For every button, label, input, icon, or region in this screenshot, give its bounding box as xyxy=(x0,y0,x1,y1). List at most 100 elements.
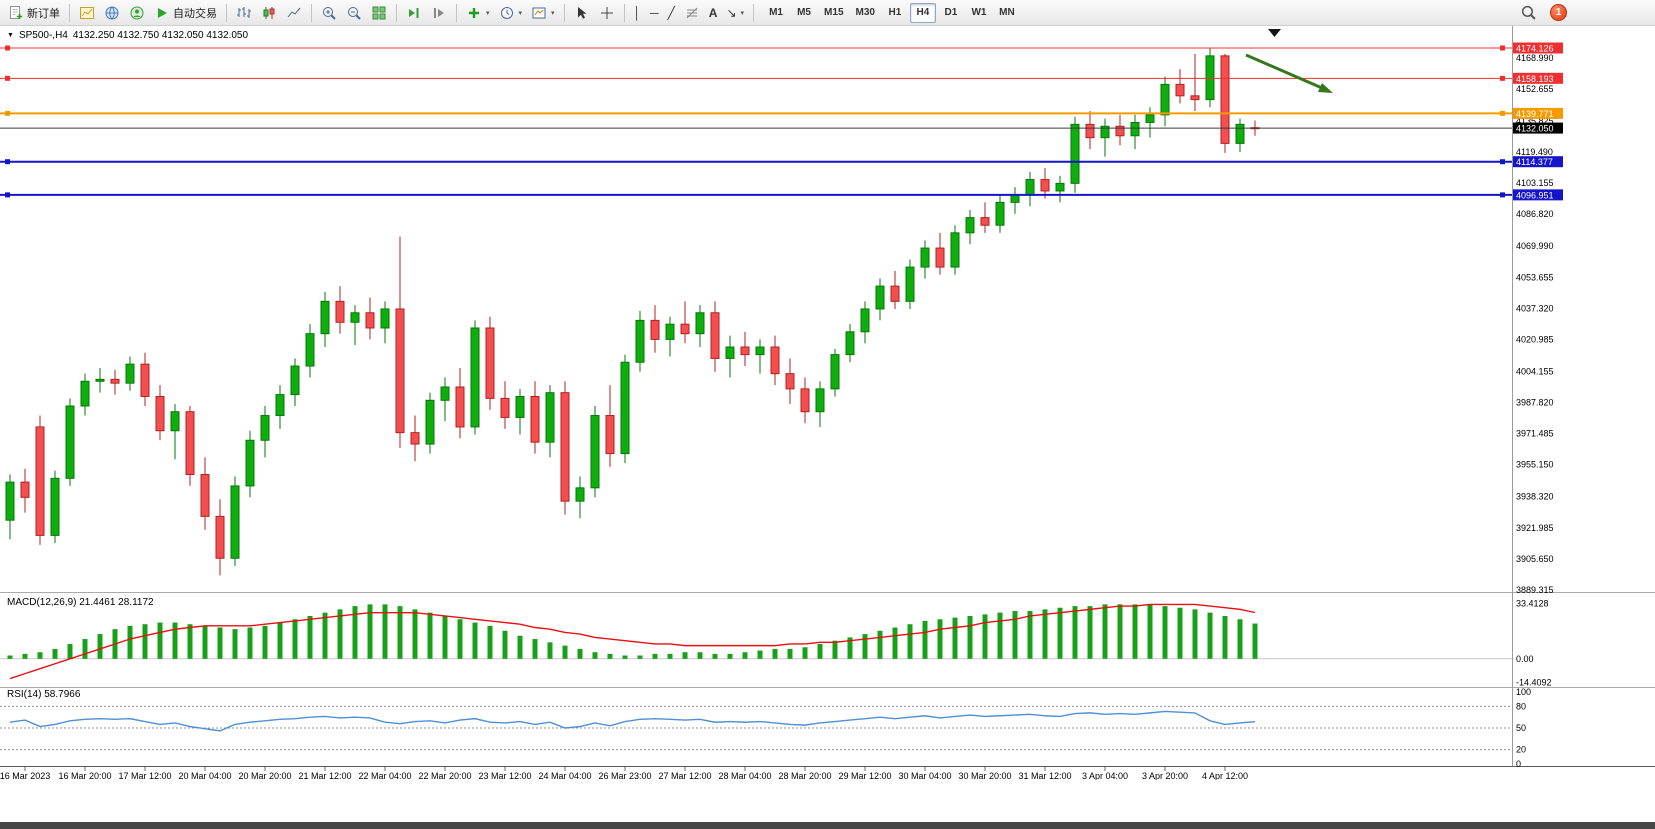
notification-badge[interactable]: 1 xyxy=(1550,4,1567,21)
svg-text:3938.320: 3938.320 xyxy=(1516,492,1554,502)
market-overview-button[interactable] xyxy=(100,2,124,24)
bar-chart-button[interactable] xyxy=(232,2,256,24)
community-button[interactable] xyxy=(125,2,149,24)
candlestick-series xyxy=(5,47,1260,576)
svg-text:27 Mar 12:00: 27 Mar 12:00 xyxy=(658,771,711,780)
charts-button[interactable] xyxy=(75,2,99,24)
svg-text:3 Apr 20:00: 3 Apr 20:00 xyxy=(1142,771,1188,780)
svg-text:4096.951: 4096.951 xyxy=(1516,190,1554,200)
timeframe-m5-button[interactable]: M5 xyxy=(791,3,817,23)
svg-text:22 Mar 04:00: 22 Mar 04:00 xyxy=(358,771,411,780)
line-handle[interactable] xyxy=(1500,45,1505,51)
svg-text:4132.050: 4132.050 xyxy=(1516,124,1554,134)
zoom-out-icon xyxy=(348,6,361,20)
price-line-badge xyxy=(1513,122,1563,134)
line-handle[interactable] xyxy=(5,159,10,165)
arrows-button[interactable]: ↘ ▾ xyxy=(722,2,748,24)
window-bottom-edge xyxy=(0,822,1655,829)
svg-text:33.4128: 33.4128 xyxy=(1516,599,1549,609)
zoom-in-button[interactable] xyxy=(317,2,341,24)
candlestick-chart-button[interactable] xyxy=(257,2,281,24)
svg-text:26 Mar 23:00: 26 Mar 23:00 xyxy=(598,771,651,780)
price-line-badge xyxy=(1513,42,1563,54)
text-button[interactable]: A xyxy=(705,2,722,24)
svg-text:4152.655: 4152.655 xyxy=(1516,84,1554,94)
svg-text:30 Mar 20:00: 30 Mar 20:00 xyxy=(958,771,1011,780)
line-handle[interactable] xyxy=(1500,192,1505,198)
crosshair-button[interactable] xyxy=(595,2,619,24)
template-chart-icon xyxy=(532,7,546,18)
price-line-badge xyxy=(1513,107,1563,119)
svg-text:100: 100 xyxy=(1516,687,1531,697)
chart-shift-marker-icon[interactable] xyxy=(1268,29,1281,37)
zoom-in-icon xyxy=(323,6,336,20)
svg-text:16 Mar 2023: 16 Mar 2023 xyxy=(0,771,50,780)
svg-text:20 Mar 04:00: 20 Mar 04:00 xyxy=(178,771,231,780)
timeframe-mn-button[interactable]: MN xyxy=(994,3,1020,23)
price-line-badge xyxy=(1513,156,1563,168)
line-handle[interactable] xyxy=(5,75,10,81)
indicators-button[interactable]: ▾ xyxy=(462,2,494,24)
svg-text:4114.377: 4114.377 xyxy=(1516,157,1553,167)
vertical-line-button[interactable]: │ xyxy=(630,2,646,24)
svg-text:21 Mar 12:00: 21 Mar 12:00 xyxy=(298,771,351,780)
timeframe-m30-button[interactable]: M30 xyxy=(851,3,880,23)
chart-symbol-header: ▼ SP500-,H4 4132.250 4132.750 4132.050 4… xyxy=(7,30,248,41)
svg-text:4020.985: 4020.985 xyxy=(1516,334,1554,344)
line-handle[interactable] xyxy=(1500,75,1505,81)
timeframe-group: M1 M5 M15 M30 H1 H4 D1 W1 MN xyxy=(763,2,1020,23)
svg-text:3971.485: 3971.485 xyxy=(1516,429,1554,439)
timeframe-m15-button[interactable]: M15 xyxy=(819,3,848,23)
separator xyxy=(753,3,755,22)
price-axis[interactable]: 4168.990 4152.655 4135.825 4119.490 4103.155… xyxy=(1516,53,1554,595)
svg-text:3921.985: 3921.985 xyxy=(1516,523,1554,533)
svg-text:20: 20 xyxy=(1516,745,1526,755)
svg-text:22 Mar 20:00: 22 Mar 20:00 xyxy=(418,771,471,780)
chevron-down-icon: ▾ xyxy=(518,9,523,17)
trendline-button[interactable]: ╱ xyxy=(664,2,679,24)
timeframe-m1-button[interactable]: M1 xyxy=(763,3,789,23)
time-axis[interactable]: 16 Mar 2023 16 Mar 20:00 17 Mar 12:00 20 Ma… xyxy=(0,767,1248,780)
price-chart-canvas[interactable]: 4168.990 4152.655 4135.825 4119.490 4103.155… xyxy=(0,26,1655,780)
auto-scroll-button[interactable] xyxy=(402,2,426,24)
trend-arrow-head[interactable] xyxy=(1318,83,1333,93)
chart-shift-button[interactable] xyxy=(427,2,451,24)
price-line-badge xyxy=(1513,189,1563,201)
fibonacci-button[interactable] xyxy=(680,2,704,24)
zoom-out-button[interactable] xyxy=(342,2,366,24)
crosshair-icon xyxy=(600,6,613,19)
line-handle[interactable] xyxy=(1500,159,1505,165)
cursor-button[interactable] xyxy=(570,2,594,24)
auto-scroll-icon xyxy=(409,7,419,18)
arrow-symbol-icon: ↘ xyxy=(726,5,737,20)
periods-button[interactable]: ▾ xyxy=(495,2,527,24)
search-button[interactable] xyxy=(1516,2,1541,24)
auto-trading-label: 自动交易 xyxy=(173,7,217,20)
chevron-down-icon: ▾ xyxy=(486,9,490,17)
line-handle[interactable] xyxy=(5,110,10,116)
trend-arrow-annotation[interactable] xyxy=(1245,53,1323,90)
new-order-label: 新订单 xyxy=(27,7,60,20)
templates-button[interactable]: ▾ xyxy=(527,2,559,24)
timeframe-h1-button[interactable]: H1 xyxy=(882,3,908,23)
svg-text:3987.820: 3987.820 xyxy=(1516,398,1554,408)
charts-icon xyxy=(80,6,94,19)
price-line-badge xyxy=(1513,72,1563,84)
line-chart-button[interactable] xyxy=(282,2,306,24)
timeframe-w1-button[interactable]: W1 xyxy=(966,3,992,23)
line-handle[interactable] xyxy=(5,192,10,198)
timeframe-d1-button[interactable]: D1 xyxy=(938,3,964,23)
macd-histogram xyxy=(7,604,1258,659)
svg-text:31 Mar 12:00: 31 Mar 12:00 xyxy=(1018,771,1071,780)
tile-windows-button[interactable] xyxy=(367,2,391,24)
search-icon xyxy=(1521,5,1536,20)
auto-trading-button[interactable]: 自动交易 xyxy=(150,2,221,24)
new-order-button[interactable]: 新订单 xyxy=(4,2,64,24)
main-toolbar: 新订单 自动交易 xyxy=(0,0,1655,26)
timeframe-h4-button[interactable]: H4 xyxy=(909,2,936,23)
line-handle[interactable] xyxy=(5,45,10,51)
horizontal-line-button[interactable]: ─ xyxy=(646,2,663,24)
separator xyxy=(311,3,312,22)
chart-menu-icon[interactable]: ▼ xyxy=(7,32,14,39)
line-handle[interactable] xyxy=(1500,110,1505,116)
